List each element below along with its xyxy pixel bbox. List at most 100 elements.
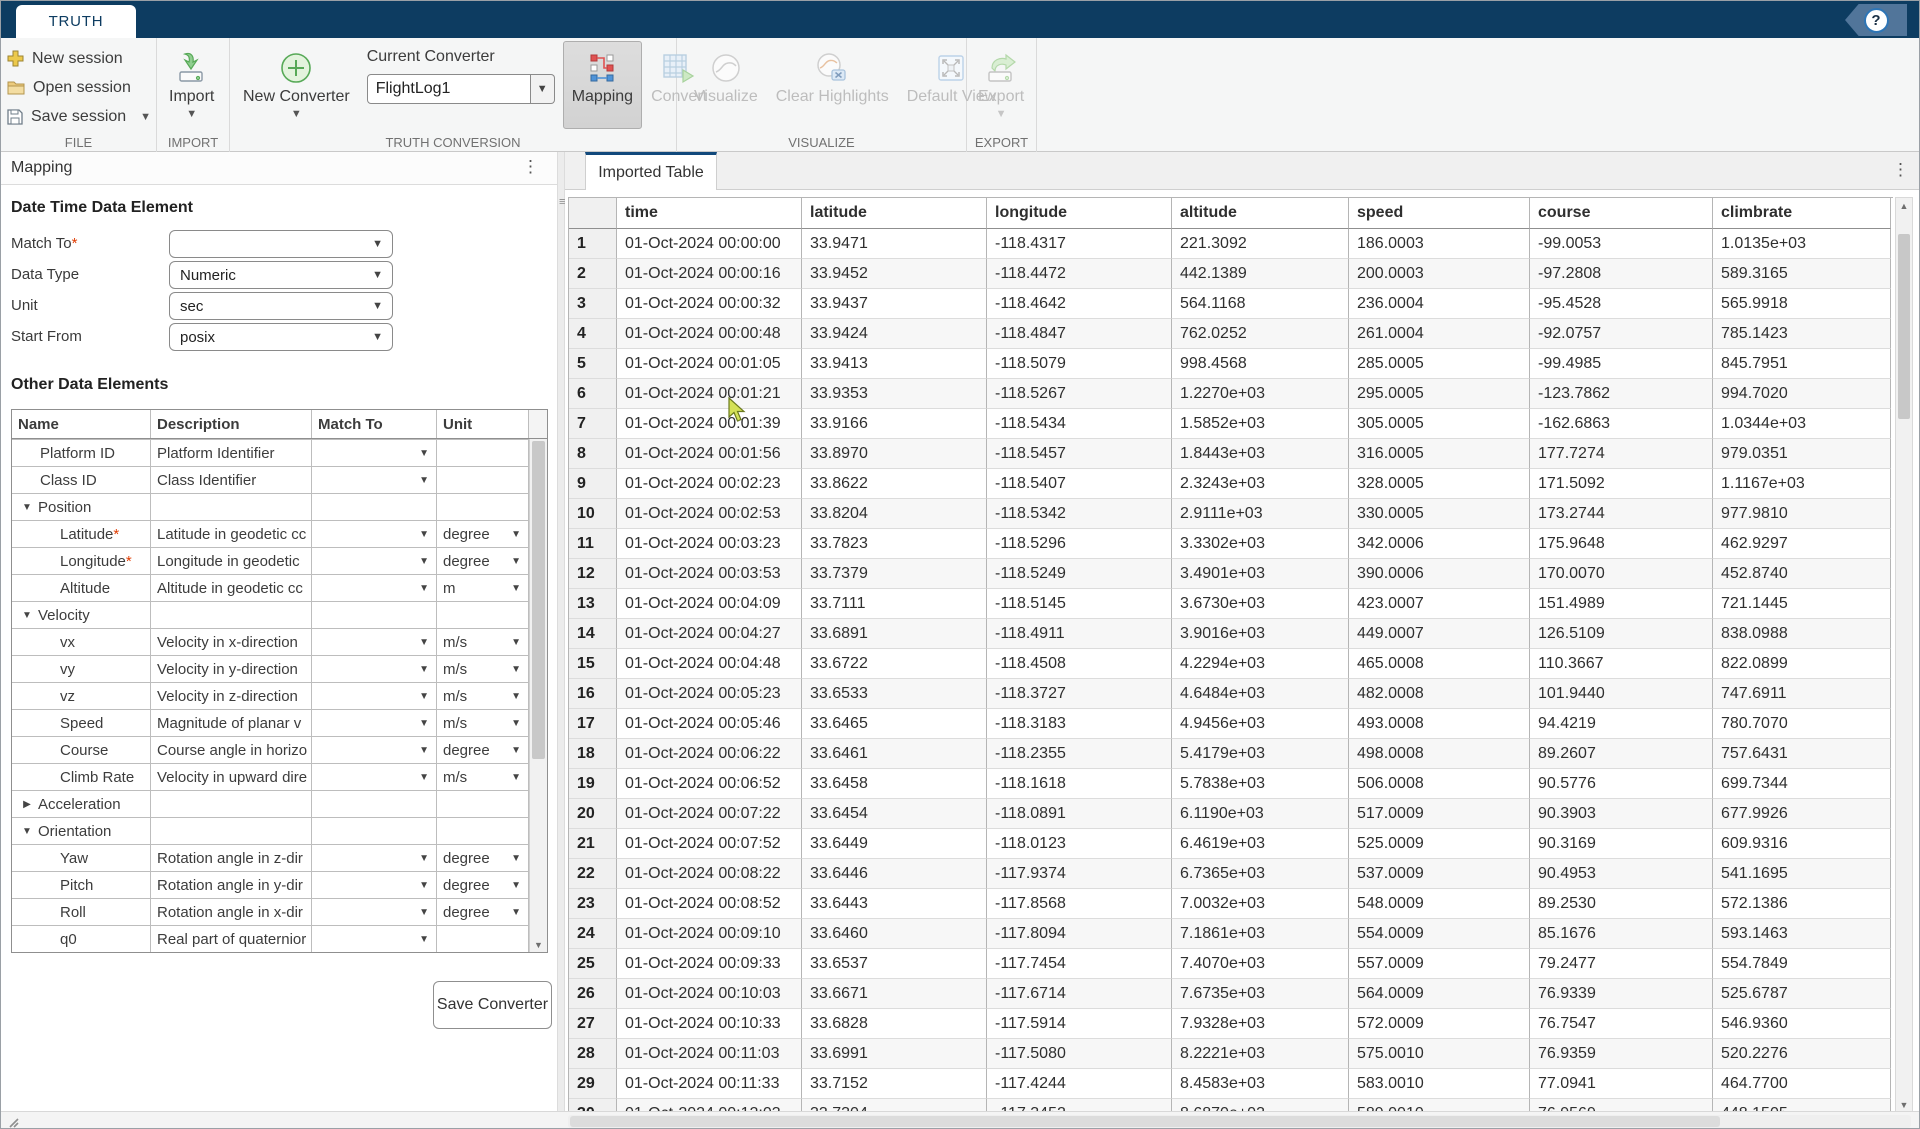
data-cell[interactable]: 76.7547	[1530, 1009, 1713, 1039]
data-cell[interactable]: 4.2294e+03	[1172, 649, 1349, 679]
data-cell[interactable]: 1.5852e+03	[1172, 409, 1349, 439]
data-cell[interactable]: 328.0005	[1349, 469, 1530, 499]
tree-unit-cell[interactable]: degree▼	[437, 737, 529, 763]
data-cell[interactable]: 33.6722	[802, 649, 987, 679]
tree-name-cell[interactable]: q0	[12, 926, 151, 952]
data-cell[interactable]: 33.7111	[802, 589, 987, 619]
data-cell[interactable]: -118.1618	[987, 769, 1172, 799]
data-cell[interactable]: -118.3183	[987, 709, 1172, 739]
data-cell[interactable]: 609.9316	[1713, 829, 1891, 859]
data-cell[interactable]: -117.7454	[987, 949, 1172, 979]
mapping-panel-menu-icon[interactable]: ⋮	[516, 157, 545, 177]
tree-name-cell[interactable]: ▶Acceleration	[12, 791, 151, 817]
data-cell[interactable]: 01-Oct-2024 00:00:48	[617, 319, 802, 349]
data-cell[interactable]: 565.9918	[1713, 289, 1891, 319]
tree-name-cell[interactable]: Course	[12, 737, 151, 763]
data-cell[interactable]: 33.6828	[802, 1009, 987, 1039]
data-cell[interactable]: -118.5079	[987, 349, 1172, 379]
tree-name-cell[interactable]: Longitude*	[12, 548, 151, 574]
data-cell[interactable]: -118.4642	[987, 289, 1172, 319]
data-cell[interactable]: 593.1463	[1713, 919, 1891, 949]
collapse-icon[interactable]: ▼	[20, 610, 34, 621]
data-cell[interactable]: 583.0010	[1349, 1069, 1530, 1099]
data-cell[interactable]: 01-Oct-2024 00:02:23	[617, 469, 802, 499]
data-cell[interactable]: 465.0008	[1349, 649, 1530, 679]
save-session-button[interactable]: Save session ▼	[7, 102, 151, 131]
data-cell[interactable]: 01-Oct-2024 00:05:46	[617, 709, 802, 739]
tree-name-cell[interactable]: ▼Velocity	[12, 602, 151, 628]
data-cell[interactable]: 316.0005	[1349, 439, 1530, 469]
data-cell[interactable]: -97.2808	[1530, 259, 1713, 289]
data-cell[interactable]: 33.6460	[802, 919, 987, 949]
data-cell[interactable]: 01-Oct-2024 00:03:23	[617, 529, 802, 559]
data-cell[interactable]: 33.8622	[802, 469, 987, 499]
import-dropdown[interactable]: ▼	[186, 108, 197, 120]
save-converter-button[interactable]: Save Converter	[433, 981, 552, 1029]
tree-name-cell[interactable]: Roll	[12, 899, 151, 925]
data-cell[interactable]: -117.8094	[987, 919, 1172, 949]
data-cell[interactable]: 79.2477	[1530, 949, 1713, 979]
data-cell[interactable]: 01-Oct-2024 00:00:16	[617, 259, 802, 289]
tree-name-cell[interactable]: vy	[12, 656, 151, 682]
tree-match-to-cell[interactable]: ▼	[312, 872, 437, 898]
tree-name-cell[interactable]: vz	[12, 683, 151, 709]
data-cell[interactable]: 33.9353	[802, 379, 987, 409]
data-cell[interactable]: 785.1423	[1713, 319, 1891, 349]
data-cell[interactable]: 33.8970	[802, 439, 987, 469]
data-cell[interactable]: -123.7862	[1530, 379, 1713, 409]
data-cell[interactable]: 1.8443e+03	[1172, 439, 1349, 469]
tree-match-to-cell[interactable]: ▼	[312, 737, 437, 763]
tree-unit-cell[interactable]: degree▼	[437, 899, 529, 925]
clear-highlights-button[interactable]: Clear Highlights	[767, 41, 898, 133]
data-cell[interactable]: 295.0005	[1349, 379, 1530, 409]
tree-match-to-cell[interactable]: ▼	[312, 656, 437, 682]
data-cell[interactable]: 01-Oct-2024 00:05:23	[617, 679, 802, 709]
data-cell[interactable]: 330.0005	[1349, 499, 1530, 529]
tab-truth[interactable]: TRUTH	[16, 5, 136, 38]
data-cell[interactable]: -118.4847	[987, 319, 1172, 349]
tree-unit-cell[interactable]: m/s▼	[437, 710, 529, 736]
data-cell[interactable]: 1.0135e+03	[1713, 229, 1891, 259]
tree-match-to-cell[interactable]: ▼	[312, 629, 437, 655]
data-cell[interactable]: 236.0004	[1349, 289, 1530, 319]
open-session-button[interactable]: Open session	[7, 73, 151, 102]
tree-match-to-cell[interactable]: ▼	[312, 548, 437, 574]
data-cell[interactable]: 01-Oct-2024 00:03:53	[617, 559, 802, 589]
data-cell[interactable]: -118.5457	[987, 439, 1172, 469]
data-cell[interactable]: 01-Oct-2024 00:06:52	[617, 769, 802, 799]
data-cell[interactable]: 757.6431	[1713, 739, 1891, 769]
current-converter-combobox[interactable]: FlightLog1 ▼	[367, 74, 555, 104]
data-cell[interactable]: -118.0123	[987, 829, 1172, 859]
tree-match-to-cell[interactable]: ▼	[312, 899, 437, 925]
data-cell[interactable]: 01-Oct-2024 00:08:52	[617, 889, 802, 919]
data-cell[interactable]: 01-Oct-2024 00:01:05	[617, 349, 802, 379]
tree-name-cell[interactable]: Speed	[12, 710, 151, 736]
tree-unit-cell[interactable]: degree▼	[437, 845, 529, 871]
imported-table-vscrollbar[interactable]: ▲ ▼	[1895, 197, 1913, 1114]
data-cell[interactable]: 6.4619e+03	[1172, 829, 1349, 859]
data-cell[interactable]: 01-Oct-2024 00:09:10	[617, 919, 802, 949]
data-cell[interactable]: -117.5080	[987, 1039, 1172, 1069]
mapping-button[interactable]: Mapping	[563, 41, 642, 129]
data-cell[interactable]: 2.3243e+03	[1172, 469, 1349, 499]
data-cell[interactable]: -118.4911	[987, 619, 1172, 649]
data-cell[interactable]: 33.6446	[802, 859, 987, 889]
data-cell[interactable]: 101.9440	[1530, 679, 1713, 709]
current-converter-dropdown[interactable]: ▼	[531, 74, 555, 104]
data-cell[interactable]: -117.9374	[987, 859, 1172, 889]
data-cell[interactable]: 305.0005	[1349, 409, 1530, 439]
data-cell[interactable]: -117.6714	[987, 979, 1172, 1009]
data-cell[interactable]: -99.0053	[1530, 229, 1713, 259]
data-cell[interactable]: 89.2607	[1530, 739, 1713, 769]
data-cell[interactable]: 462.9297	[1713, 529, 1891, 559]
table-scrollbar-down-icon[interactable]: ▼	[1896, 1100, 1912, 1110]
data-cell[interactable]: 449.0007	[1349, 619, 1530, 649]
data-cell[interactable]: 1.2270e+03	[1172, 379, 1349, 409]
data-cell[interactable]: 175.9648	[1530, 529, 1713, 559]
data-cell[interactable]: 4.6484e+03	[1172, 679, 1349, 709]
data-cell[interactable]: 3.6730e+03	[1172, 589, 1349, 619]
data-cell[interactable]: 126.5109	[1530, 619, 1713, 649]
data-cell[interactable]: 01-Oct-2024 00:07:22	[617, 799, 802, 829]
data-cell[interactable]: 5.7838e+03	[1172, 769, 1349, 799]
tree-unit-cell[interactable]: m/s▼	[437, 683, 529, 709]
